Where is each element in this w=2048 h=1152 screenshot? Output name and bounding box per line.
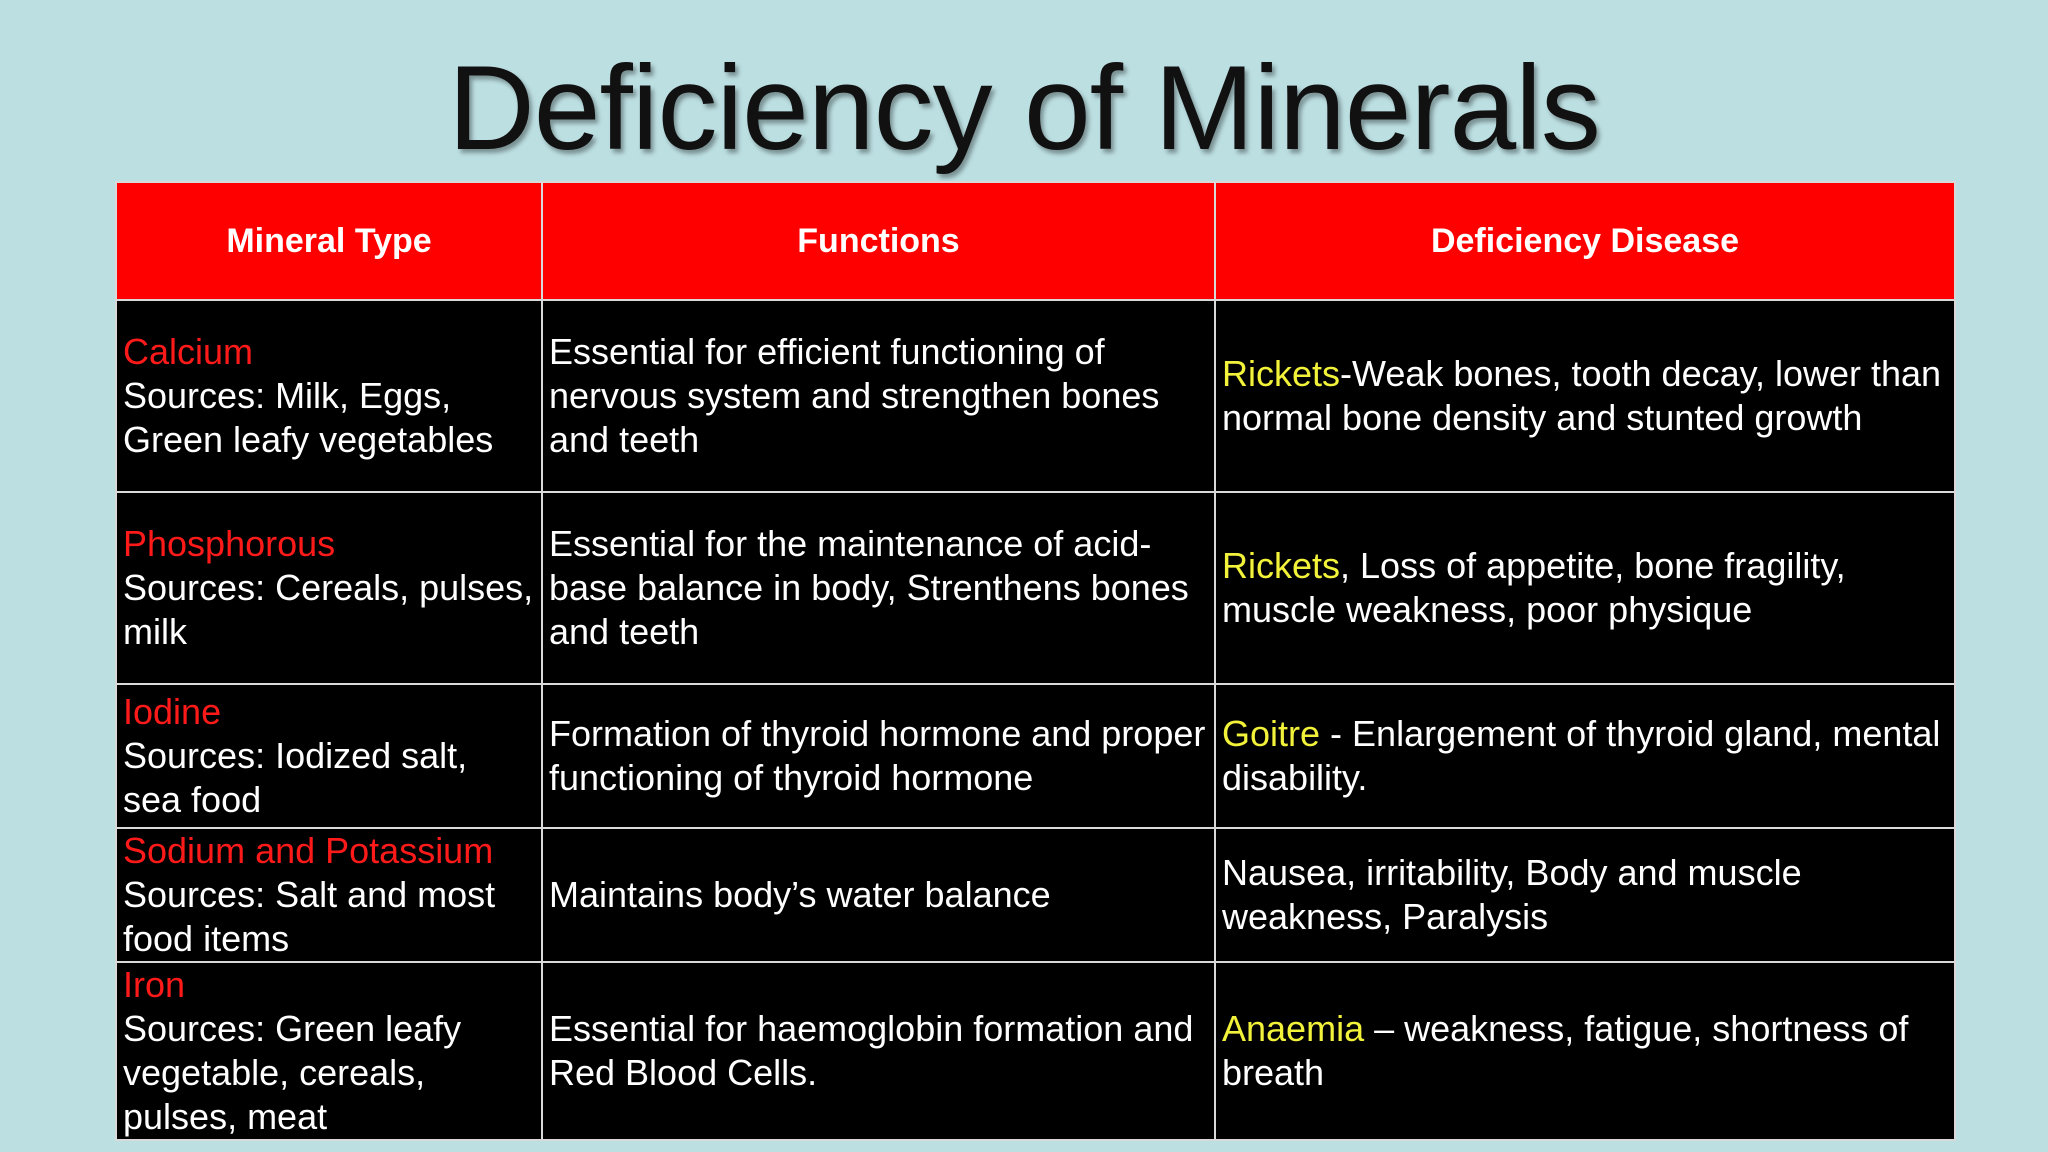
disease-name: Anaemia (1222, 1008, 1365, 1049)
mineral-sources: Sources: Iodized salt, sea food (123, 735, 468, 820)
function-cell: Essential for efficient functioning of n… (541, 299, 1216, 493)
mineral-name: Calcium (123, 331, 254, 372)
table-row: Iodine Sources: Iodized salt, sea food F… (115, 683, 1956, 829)
mineral-cell: Sodium and Potassium Sources: Salt and m… (115, 827, 543, 963)
function-cell: Maintains body’s water balance (541, 827, 1216, 963)
disease-cell: Nausea, irritability, Body and muscle we… (1214, 827, 1956, 963)
header-functions: Functions (541, 181, 1216, 301)
table-row: Iron Sources: Green leafy vegetable, cer… (115, 961, 1956, 1141)
table-row: Calcium Sources: Milk, Eggs, Green leafy… (115, 299, 1956, 493)
function-cell: Essential for haemoglobin formation and … (541, 961, 1216, 1141)
disease-cell: Rickets, Loss of appetite, bone fragilit… (1214, 491, 1956, 685)
disease-description: - Enlargement of thyroid gland, mental d… (1222, 713, 1941, 798)
mineral-sources: Sources: Cereals, pulses, milk (123, 567, 534, 652)
mineral-cell: Iron Sources: Green leafy vegetable, cer… (115, 961, 543, 1141)
disease-description: , Loss of appetite, bone fragility, musc… (1222, 545, 1846, 630)
mineral-sources: Sources: Milk, Eggs, Green leafy vegetab… (123, 375, 494, 460)
mineral-name: Phosphorous (123, 523, 336, 564)
header-row: Mineral Type Functions Deficiency Diseas… (115, 181, 1956, 301)
disease-description: – weakness, fatigue, shortness of breath (1222, 1008, 1909, 1093)
function-cell: Formation of thyroid hormone and proper … (541, 683, 1216, 829)
page-title: Deficiency of Minerals (448, 41, 1601, 175)
function-cell: Essential for the maintenance of acid-ba… (541, 491, 1216, 685)
mineral-cell: Iodine Sources: Iodized salt, sea food (115, 683, 543, 829)
disease-description: -Weak bones, tooth decay, lower than nor… (1222, 353, 1942, 438)
disease-name: Rickets (1222, 353, 1341, 394)
header-mineral-type: Mineral Type (115, 181, 543, 301)
disease-cell: Anaemia – weakness, fatigue, shortness o… (1214, 961, 1956, 1141)
header-deficiency-disease: Deficiency Disease (1214, 181, 1956, 301)
table-row: Phosphorous Sources: Cereals, pulses, mi… (115, 491, 1956, 685)
minerals-table: Mineral Type Functions Deficiency Diseas… (115, 181, 1956, 1141)
disease-name: Goitre (1222, 713, 1321, 754)
disease-cell: Goitre - Enlargement of thyroid gland, m… (1214, 683, 1956, 829)
mineral-sources: Sources: Green leafy vegetable, cereals,… (123, 1008, 462, 1137)
mineral-name: Iron (123, 964, 186, 1005)
mineral-cell: Calcium Sources: Milk, Eggs, Green leafy… (115, 299, 543, 493)
mineral-name: Sodium and Potassium (123, 830, 494, 871)
disease-name: Rickets (1222, 545, 1341, 586)
mineral-sources: Sources: Salt and most food items (123, 874, 496, 959)
mineral-cell: Phosphorous Sources: Cereals, pulses, mi… (115, 491, 543, 685)
disease-cell: Rickets-Weak bones, tooth decay, lower t… (1214, 299, 1956, 493)
table-row: Sodium and Potassium Sources: Salt and m… (115, 827, 1956, 963)
disease-description: Nausea, irritability, Body and muscle we… (1222, 852, 1802, 937)
mineral-name: Iodine (123, 691, 222, 732)
